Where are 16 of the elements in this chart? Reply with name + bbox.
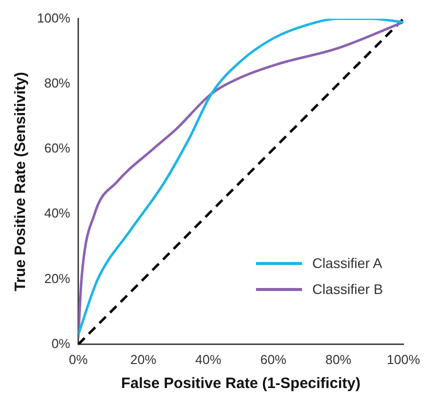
- x-tick-label: 40%: [195, 352, 222, 367]
- y-tick-label: 0%: [51, 336, 71, 351]
- x-tick-label: 100%: [386, 352, 420, 367]
- x-tick-label: 20%: [130, 352, 157, 367]
- y-tick-label: 60%: [44, 140, 71, 156]
- x-tick-label: 60%: [260, 352, 287, 367]
- y-tick-label: 80%: [44, 76, 71, 90]
- x-tick-label: 80%: [325, 352, 352, 367]
- legend-label: Classifier A: [312, 255, 382, 271]
- x-axis-title: False Positive Rate (1-Specificity): [121, 375, 360, 392]
- legend-label: Classifier B: [312, 281, 383, 297]
- y-tick-label: 20%: [44, 270, 71, 286]
- x-tick-label: 0%: [68, 352, 88, 367]
- y-axis-title: True Positive Rate (Sensitivity): [12, 72, 30, 292]
- y-tick-label: 100%: [37, 10, 71, 26]
- y-tick-label: 40%: [44, 206, 71, 221]
